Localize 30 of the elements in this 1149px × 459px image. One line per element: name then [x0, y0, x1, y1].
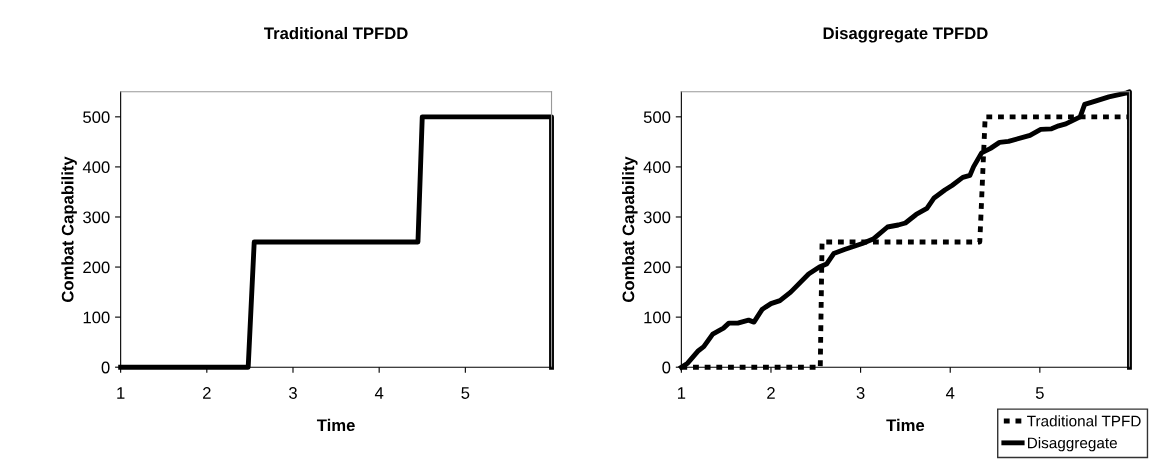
y-tick-label: 100 [644, 311, 671, 324]
y-tick-label: 400 [82, 161, 110, 174]
y-tick-label: 0 [662, 361, 671, 374]
y-tick-label: 300 [83, 211, 110, 224]
x-axis-title: Time [316, 418, 355, 432]
x-axis-title: Time [886, 418, 925, 432]
legend-label: Disaggregate [1028, 437, 1117, 452]
chart-title: Traditional TPFDD [264, 26, 408, 40]
legend-label: Traditional TPFD [1027, 415, 1141, 427]
x-tick-label: 4 [374, 387, 384, 399]
y-axis-title: Combat Capability [622, 156, 638, 302]
x-tick-label: 2 [767, 387, 775, 399]
y-tick-label: 400 [643, 161, 671, 174]
y-tick-label: 200 [83, 261, 110, 274]
x-tick-label: 3 [289, 387, 297, 399]
x-tick-label: 1 [117, 387, 125, 399]
chart-title: Disaggregate TPFDD [823, 26, 988, 43]
x-tick-label: 4 [945, 387, 955, 399]
y-tick-label: 0 [101, 361, 110, 374]
x-tick-label: 2 [203, 387, 211, 399]
x-tick-label: 1 [677, 387, 686, 399]
y-tick-label: 200 [643, 261, 671, 274]
y-tick-label: 500 [643, 111, 671, 124]
x-tick-label: 5 [461, 387, 470, 399]
y-tick-label: 500 [83, 111, 110, 124]
y-tick-label: 300 [643, 211, 671, 224]
y-axis-title: Combat Capability [61, 156, 77, 302]
x-tick-label: 3 [856, 387, 865, 399]
y-tick-label: 100 [83, 311, 110, 324]
x-tick-label: 5 [1035, 387, 1044, 399]
